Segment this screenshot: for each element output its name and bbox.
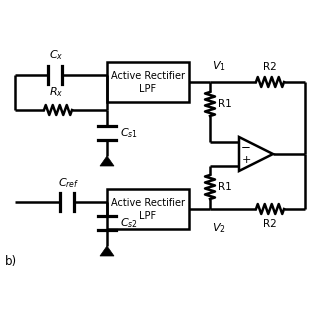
- Bar: [107, 189, 189, 229]
- Text: LPF: LPF: [140, 84, 156, 94]
- Text: $V_2$: $V_2$: [212, 221, 226, 235]
- Text: $C_{s2}$: $C_{s2}$: [120, 216, 138, 230]
- Text: +: +: [241, 156, 251, 165]
- Text: R2: R2: [263, 62, 277, 72]
- Text: Active Rectifier: Active Rectifier: [111, 71, 185, 81]
- Text: $C_x$: $C_x$: [49, 48, 63, 62]
- Text: −: −: [241, 141, 251, 154]
- Polygon shape: [100, 156, 114, 166]
- Bar: [107, 62, 189, 102]
- Text: Active Rectifier: Active Rectifier: [111, 198, 185, 208]
- Text: R1: R1: [218, 99, 232, 109]
- Polygon shape: [100, 246, 114, 256]
- Text: $C_{ref}$: $C_{ref}$: [58, 176, 80, 190]
- Text: $R_x$: $R_x$: [49, 85, 63, 99]
- Text: LPF: LPF: [140, 211, 156, 221]
- Text: R2: R2: [263, 219, 277, 229]
- Text: R1: R1: [218, 182, 232, 192]
- Text: $C_{s1}$: $C_{s1}$: [120, 126, 138, 140]
- Text: b): b): [5, 255, 17, 268]
- Text: $V_1$: $V_1$: [212, 59, 226, 73]
